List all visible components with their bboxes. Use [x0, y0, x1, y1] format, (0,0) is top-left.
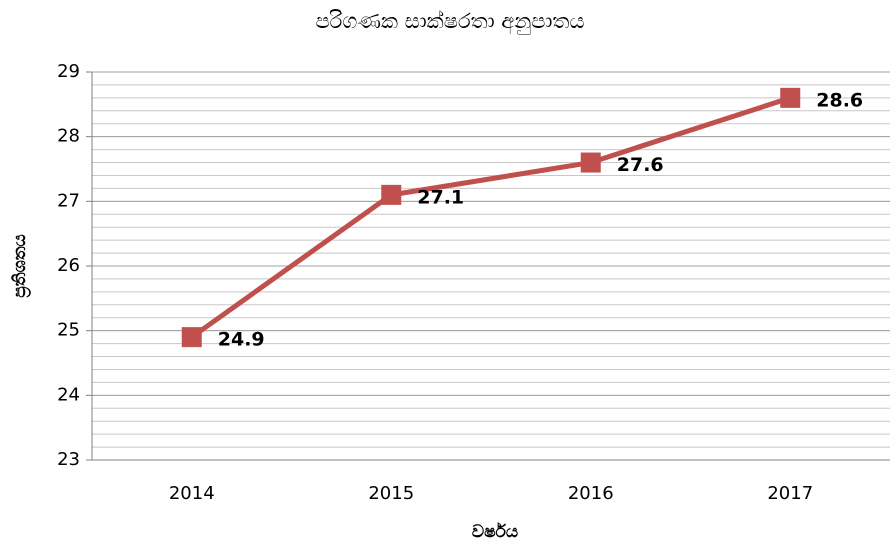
y-tick-label: 25 — [57, 320, 80, 341]
data-label: 27.6 — [617, 154, 664, 176]
y-tick-label: 23 — [57, 449, 80, 470]
x-tick-label: 2014 — [169, 483, 215, 504]
y-tick-label: 28 — [57, 126, 80, 147]
y-tick-label: 27 — [57, 190, 80, 211]
x-tick-label: 2017 — [767, 483, 813, 504]
data-label: 28.6 — [816, 89, 863, 111]
chart-title: පරිගණක සාක්ෂරතා අනුපාතය — [315, 9, 584, 35]
data-label: 27.1 — [417, 186, 464, 208]
y-tick-label: 26 — [57, 255, 80, 276]
y-tick-label: 29 — [57, 61, 80, 82]
x-tick-label: 2016 — [568, 483, 614, 504]
series-line — [190, 95, 792, 340]
point-marker — [580, 152, 601, 173]
x-tick-label: 2015 — [368, 483, 414, 504]
point-marker — [181, 327, 202, 348]
point-marker — [381, 184, 402, 205]
x-axis-label: වර්ෂය — [472, 522, 518, 542]
data-label: 24.9 — [218, 329, 265, 351]
y-tick-label: 24 — [57, 384, 80, 405]
y-axis-label: ප්‍රතිශතය — [10, 234, 31, 298]
point-marker — [780, 87, 801, 108]
